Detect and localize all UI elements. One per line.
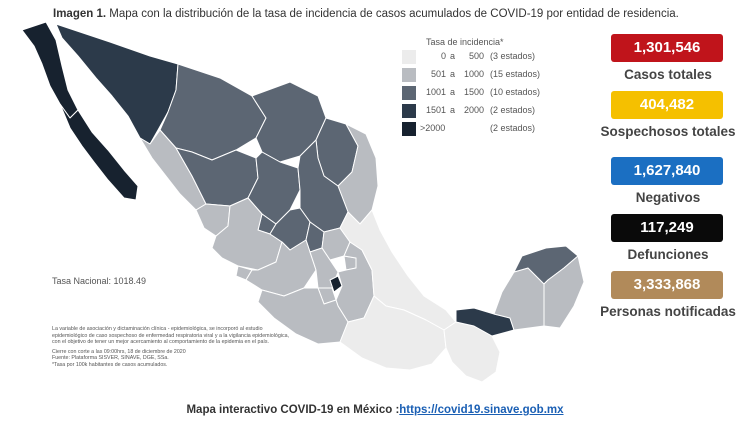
footer-link[interactable]: https://covid19.sinave.gob.mx — [399, 404, 564, 416]
legend-swatch — [402, 50, 416, 64]
legend-low: 1001 — [425, 87, 446, 97]
legend-swatch — [402, 68, 416, 82]
stat-label: Personas notificadas — [600, 304, 736, 319]
legend-count: (15 estados) — [490, 69, 541, 79]
tasa-nacional: Tasa Nacional: 1018.49 — [52, 276, 147, 286]
stat-label: Defunciones — [627, 247, 709, 262]
note-line: epidemiológico de caso sospechoso de enf… — [52, 332, 290, 339]
footnotes: La variable de asociación y dictaminació… — [52, 326, 352, 369]
footer-text: Mapa interactivo COVID-19 en México : — [186, 404, 400, 416]
note-line: Fuente: Plataforma SISVER, SINAVE, DGE, … — [52, 355, 169, 362]
legend-high: 1500 — [463, 87, 484, 97]
state-quintana-roo — [543, 255, 585, 329]
footer: Mapa interactivo COVID-19 en México :htt… — [0, 404, 750, 416]
legend-low: >2000 — [420, 123, 446, 133]
legend-count: (2 estados) — [490, 123, 536, 133]
legend-count: (2 estados) — [490, 105, 536, 115]
legend-swatch — [402, 104, 416, 118]
mexico-map — [21, 21, 585, 383]
legend-high: 500 — [468, 51, 484, 61]
legend-sep: a — [450, 69, 456, 79]
legend-row: 0 a 500 (3 estados) — [402, 49, 602, 65]
title-bold: Imagen 1. — [53, 8, 107, 20]
stat-label: Sospechosos totales — [600, 124, 736, 139]
stat-value: 1,301,546 — [611, 34, 723, 62]
stat-label: Casos totales — [624, 67, 712, 82]
legend-row: 501 a 1000 (15 estados) — [402, 67, 602, 83]
legend-low: 1501 — [425, 105, 446, 115]
legend-row: 1001 a 1500 (10 estados) — [402, 85, 602, 101]
state-baja-california-sur — [59, 103, 139, 201]
legend-count: (3 estados) — [490, 51, 536, 61]
page-title: Imagen 1. Mapa con la distribución de la… — [53, 8, 679, 20]
stat-value: 404,482 — [611, 91, 723, 119]
legend-sep: a — [450, 51, 456, 61]
legend-count: (10 estados) — [490, 87, 541, 97]
legend-row: >2000 (2 estados) — [402, 121, 602, 137]
stat-value: 3,333,868 — [611, 271, 723, 299]
legend-swatch — [402, 122, 416, 136]
note-line: Cierre con corte a las 09:00hrs, 18 de d… — [52, 348, 186, 355]
note-line: con el objetivo de tener un mejor acerca… — [52, 339, 270, 346]
state-guerrero — [257, 287, 349, 345]
stat-value: 117,249 — [611, 214, 723, 242]
legend-high: 2000 — [463, 105, 484, 115]
legend-sep: a — [450, 105, 456, 115]
legend-row: 1501 a 2000 (2 estados) — [402, 103, 602, 119]
map-svg — [21, 21, 585, 383]
legend-swatch — [402, 86, 416, 100]
title-text: Mapa con la distribución de la tasa de i… — [106, 8, 679, 20]
stat-label: Negativos — [635, 190, 701, 205]
legend-low: 501 — [430, 69, 446, 79]
note-line: La variable de asociación y dictaminació… — [52, 326, 263, 332]
stat-value: 1,627,840 — [611, 157, 723, 185]
legend-high: 1000 — [463, 69, 484, 79]
legend-sep: a — [450, 87, 456, 97]
note-line: *Tasa por 100k habitantes de casos acumu… — [52, 361, 168, 368]
legend-title: Tasa de incidencia* — [426, 37, 504, 47]
legend-low: 0 — [440, 51, 446, 61]
